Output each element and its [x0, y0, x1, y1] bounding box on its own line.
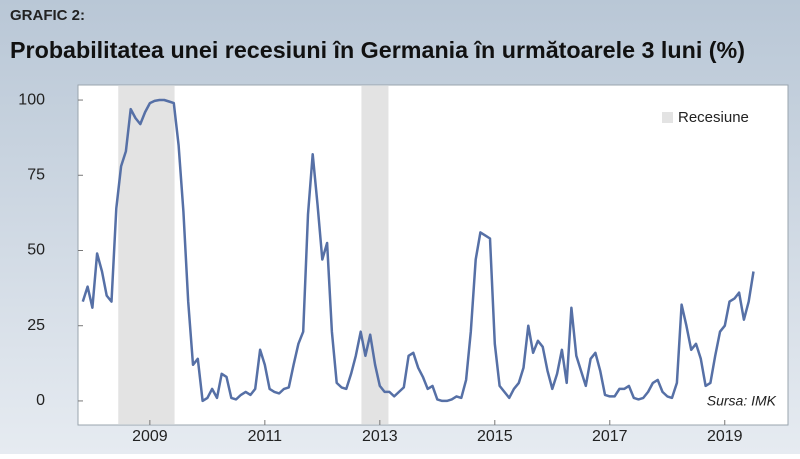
y-tick-label: 0: [36, 392, 45, 409]
source: Sursa: IMK: [707, 393, 777, 409]
line: [81, 98, 755, 403]
recession-band: [361, 86, 389, 424]
x-tick-label: 2019: [707, 428, 743, 445]
y-tick-label: 25: [27, 317, 45, 334]
legend-label: Recesiune: [678, 109, 749, 126]
x-tick-label: 2009: [132, 428, 168, 445]
x-tick-label: 2015: [477, 428, 513, 445]
y-tick-label: 100: [18, 91, 45, 108]
chart-title: Probabilitatea unei recesiuni în Germani…: [10, 37, 745, 63]
x-tick-label: 2017: [592, 428, 628, 445]
x-tick-label: 2013: [362, 428, 398, 445]
x-tick-label: 2011: [248, 428, 283, 445]
legend-swatch: [662, 112, 673, 123]
header: GRAFIC 2:: [10, 7, 85, 24]
plot-area: [77, 84, 789, 426]
y-tick-label: 75: [27, 166, 45, 183]
y-tick-label: 50: [27, 242, 45, 259]
